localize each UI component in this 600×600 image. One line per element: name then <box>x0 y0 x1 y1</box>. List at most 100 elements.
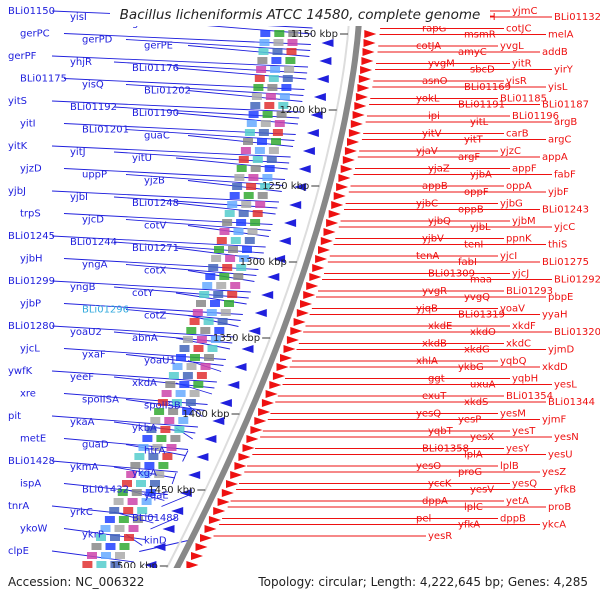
feature-block <box>279 93 290 100</box>
reverse-gene-label: yjcI <box>500 251 517 262</box>
forward-gene-label: BLi01201 <box>82 125 129 136</box>
forward-gene-label: yjzB <box>144 176 165 187</box>
feature-block <box>101 552 111 559</box>
leader-line <box>51 325 235 338</box>
tick-label: 1250 kbp <box>262 181 309 192</box>
forward-gene-label: cotX <box>144 266 167 277</box>
feature-block <box>200 327 211 334</box>
feature-block <box>254 147 265 154</box>
feature-block <box>182 372 193 379</box>
feature-block <box>213 291 224 298</box>
feature-block <box>179 381 190 388</box>
genome-summary-text: Topology: circular; Length: 4,222,645 bp… <box>258 575 588 589</box>
feature-block <box>150 480 160 487</box>
feature-block <box>272 48 283 55</box>
forward-cds-arrow <box>278 237 291 245</box>
reverse-gene-label: ykcA <box>542 520 566 531</box>
forward-cds-arrow <box>310 111 323 119</box>
reverse-cds-arrow <box>344 147 357 155</box>
feature-block <box>189 318 200 325</box>
feature-block <box>186 363 197 370</box>
reverse-gene-label: ipi <box>428 111 440 122</box>
feature-block <box>137 507 148 514</box>
forward-gene-label: BLi01428 <box>8 456 55 467</box>
forward-cds-arrow <box>171 507 184 515</box>
reverse-cds-arrow <box>265 390 278 398</box>
feature-block <box>273 39 284 46</box>
feature-block <box>224 210 235 217</box>
reverse-gene-label: yvgM <box>428 59 455 70</box>
reverse-cds-arrow <box>315 255 328 263</box>
forward-gene-label: cotZ <box>144 311 167 322</box>
feature-block <box>268 75 279 82</box>
reverse-cds-arrow <box>200 534 212 542</box>
forward-gene-label: ispA <box>20 479 41 490</box>
reverse-gene-label: rapG <box>422 24 446 35</box>
leader-line <box>63 123 296 135</box>
forward-gene-label: yngA <box>82 260 108 271</box>
reverse-gene-label: yjbF <box>548 187 569 198</box>
feature-block <box>200 363 211 370</box>
reverse-gene-label: yisR <box>506 76 527 87</box>
leader-line <box>63 78 305 90</box>
feature-block <box>274 30 285 37</box>
forward-gene-label: yisQ <box>82 80 104 91</box>
feature-block <box>196 336 207 343</box>
reverse-gene-label: yesR <box>428 531 452 542</box>
forward-cds-arrow <box>179 489 192 497</box>
forward-gene-label: xkdA <box>132 378 157 389</box>
feature-block <box>234 174 245 181</box>
reverse-gene-label: BLi01309 <box>428 269 475 280</box>
feature-block <box>136 480 146 487</box>
forward-cds-arrow <box>144 561 157 569</box>
reverse-gene-label: xkdE <box>428 321 452 332</box>
forward-gene-label: ykaA <box>70 417 95 428</box>
reverse-gene-label: BLi01191 <box>458 100 505 111</box>
forward-gene-label: clpE <box>8 546 29 557</box>
feature-block <box>202 282 213 289</box>
reverse-cds-arrow <box>272 372 285 380</box>
reverse-cds-arrow <box>296 309 309 317</box>
feature-block <box>190 354 200 361</box>
reverse-gene-label: lplA <box>464 450 483 461</box>
reverse-gene-label: argC <box>548 135 571 146</box>
reverse-cds-arrow <box>213 507 226 515</box>
reverse-gene-label: yesV <box>470 485 494 496</box>
feature-block <box>247 228 258 235</box>
reverse-gene-labels: BLi01124pucHyjmCBLi01132rapGmsmRcotJCmel… <box>416 6 600 542</box>
forward-gene-label: yrkC <box>70 507 93 518</box>
forward-gene-label: yoaU1 <box>144 356 176 367</box>
reverse-gene-label: appF <box>512 164 537 175</box>
accession-text: Accession: NC_006322 <box>8 575 145 589</box>
tick-label: 1200 kbp <box>280 105 327 116</box>
feature-block <box>156 435 167 442</box>
forward-cds-arrow <box>267 273 280 281</box>
feature-block <box>124 534 134 541</box>
forward-cds-arrow <box>188 471 201 479</box>
forward-gene-label: gerPC <box>20 29 50 40</box>
reverse-gene-label: yitT <box>464 135 484 146</box>
reverse-cds-arrow <box>309 273 322 281</box>
feature-block <box>286 48 297 55</box>
reverse-gene-label: cotJA <box>416 41 441 52</box>
feature-block <box>262 111 273 118</box>
reverse-gene-label: addB <box>542 47 568 58</box>
reverse-cds-arrow <box>323 228 336 236</box>
feature-block <box>244 129 255 136</box>
reverse-gene-label: proB <box>548 502 571 513</box>
feature-block <box>175 390 186 397</box>
feature-block <box>219 228 230 235</box>
feature-block <box>250 102 261 109</box>
feature-block <box>216 237 227 244</box>
feature-block <box>205 273 216 280</box>
forward-gene-label: BLi01192 <box>70 102 117 113</box>
feature-block <box>182 408 193 415</box>
feature-block <box>193 345 204 352</box>
feature-block <box>82 561 93 568</box>
feature-block <box>248 111 259 118</box>
feature-block <box>214 327 225 334</box>
feature-block <box>199 291 210 298</box>
reverse-gene-label: xhlA <box>416 356 438 367</box>
feature-block <box>100 525 111 532</box>
feature-block <box>236 165 247 172</box>
